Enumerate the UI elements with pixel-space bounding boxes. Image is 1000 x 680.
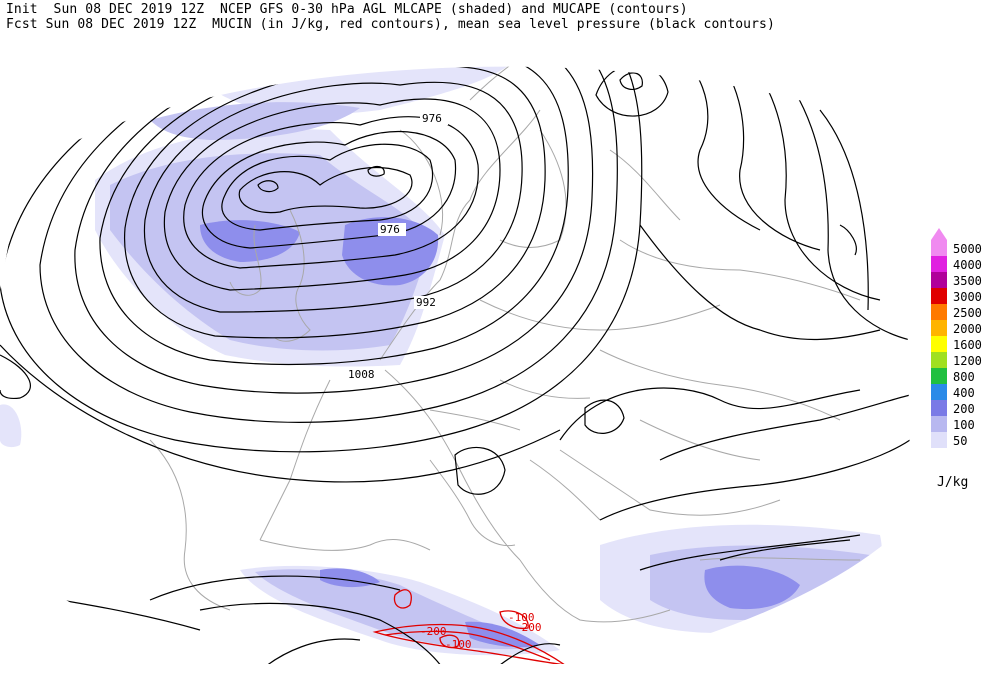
domain-outline [0, 64, 914, 666]
pressure-label: 976 [422, 112, 442, 125]
legend-label: 4000 [953, 258, 982, 272]
legend-swatch [931, 272, 947, 288]
legend-swatch [931, 432, 947, 448]
legend-swatch [931, 400, 947, 416]
pressure-label: 976 [380, 223, 400, 236]
mucin-label: -100 [508, 611, 535, 624]
legend-label: 2500 [953, 306, 982, 320]
legend-label: 2000 [953, 322, 982, 336]
weather-map: 976 976 992 1008 -200 -100 -200 -100 [0, 64, 914, 666]
cape-shading-100 [110, 102, 871, 650]
legend-swatch [931, 320, 947, 336]
legend-label: 1200 [953, 354, 982, 368]
mucin-label: -200 [515, 621, 542, 634]
legend-label: 200 [953, 402, 975, 416]
legend-swatch [931, 416, 947, 432]
legend-label: 1600 [953, 338, 982, 352]
legend-swatch [931, 352, 947, 368]
legend-swatch [931, 240, 947, 256]
legend-swatch [931, 256, 947, 272]
legend-label: 400 [953, 386, 975, 400]
legend-swatch [931, 368, 947, 384]
mucin-label: -100 [445, 638, 472, 651]
pressure-label: 992 [416, 296, 436, 309]
coastlines-borders [149, 65, 861, 623]
legend-swatch [931, 384, 947, 400]
legend-swatch [931, 336, 947, 352]
legend-label: 3500 [953, 274, 982, 288]
header-line-2: Fcst Sun 08 DEC 2019 12Z MUCIN (in J/kg,… [6, 17, 775, 32]
mucin-label: -200 [420, 625, 447, 638]
header-line-1: Init Sun 08 DEC 2019 12Z NCEP GFS 0-30 h… [6, 2, 688, 17]
legend-label: 100 [953, 418, 975, 432]
legend-label: 50 [953, 434, 968, 448]
legend-label: 3000 [953, 290, 982, 304]
legend-swatch [931, 288, 947, 304]
legend-units: J/kg [937, 475, 969, 490]
legend-label: 5000 [953, 242, 982, 256]
legend-arrow [931, 228, 947, 240]
legend-swatch [931, 304, 947, 320]
pressure-label: 1008 [348, 368, 375, 381]
legend-label: 800 [953, 370, 975, 384]
